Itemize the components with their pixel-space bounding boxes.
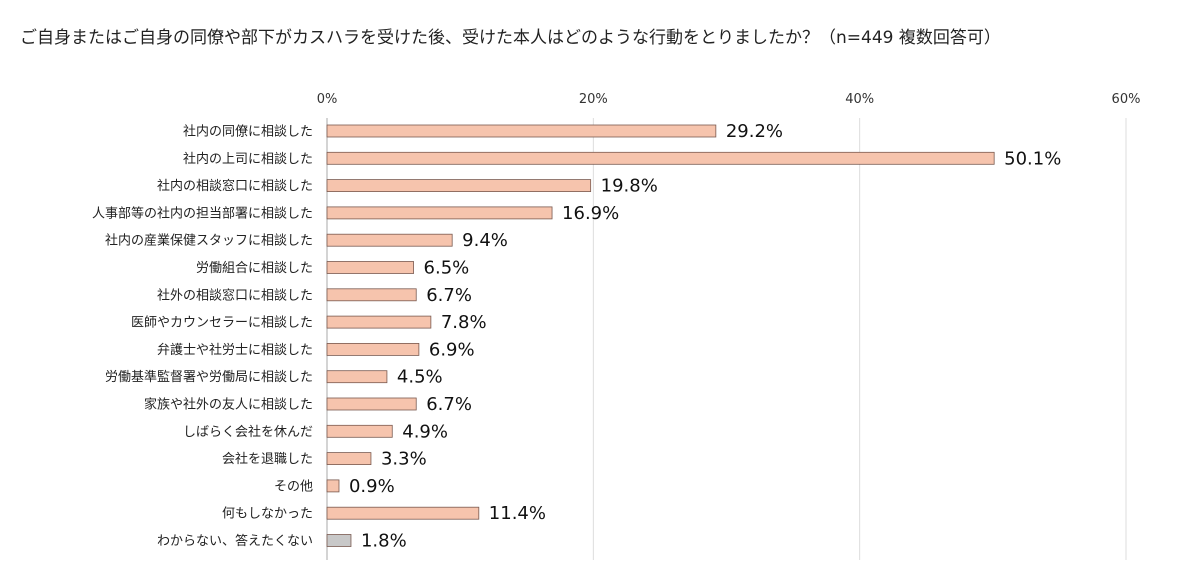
- data-label: 4.9%: [402, 421, 448, 442]
- category-label: 社内の相談窓口に相談した: [157, 178, 313, 194]
- bar: [326, 124, 717, 138]
- bar: [326, 233, 453, 247]
- data-label: 19.8%: [601, 176, 658, 197]
- category-label: 人事部等の社内の担当部署に相談した: [92, 205, 313, 221]
- chart-title: ご自身またはご自身の同僚や部下がカスハラを受けた後、受けた本人はどのような行動を…: [20, 28, 1001, 48]
- bar: [326, 342, 420, 356]
- category-label: 何もしなかった: [222, 506, 313, 522]
- x-tick-label: 20%: [579, 92, 608, 107]
- bar: [326, 288, 417, 302]
- category-label: 会社を退職した: [222, 451, 313, 467]
- data-label: 4.5%: [397, 367, 443, 388]
- bar: [326, 206, 553, 220]
- category-label: 家族や社外の友人に相談した: [144, 397, 313, 413]
- data-label: 6.5%: [424, 258, 470, 279]
- bar: [326, 261, 414, 274]
- bar: [326, 179, 592, 193]
- category-label: 社内の産業保健スタッフに相談した: [105, 233, 313, 249]
- bar: [326, 534, 352, 547]
- bars: [326, 124, 995, 547]
- bar: [326, 370, 388, 384]
- category-label: 弁護士や社労士に相談した: [157, 342, 313, 358]
- category-label: その他: [274, 479, 313, 494]
- x-tick-label: 60%: [1112, 92, 1141, 107]
- bar: [326, 151, 995, 165]
- data-label: 11.4%: [489, 503, 546, 524]
- data-label: 3.3%: [381, 449, 427, 470]
- data-label: 1.8%: [361, 531, 407, 552]
- data-label: 16.9%: [562, 203, 619, 224]
- category-label: 労働基準監督署や労働局に相談した: [105, 369, 313, 385]
- bar: [326, 397, 417, 411]
- bar: [326, 424, 393, 438]
- category-label: しばらく会社を休んだ: [183, 424, 313, 440]
- data-label: 50.1%: [1004, 148, 1061, 169]
- bar: [326, 452, 372, 466]
- data-label: 6.7%: [426, 394, 472, 415]
- category-label: 社外の相談窓口に相談した: [157, 287, 313, 303]
- data-label: 0.9%: [349, 476, 395, 497]
- data-label: 6.7%: [426, 285, 472, 306]
- x-tick-label: 0%: [317, 92, 338, 107]
- bar: [326, 479, 340, 493]
- value-labels: 29.2% 50.1% 19.8% 16.9% 9.4% 6.5% 6.7% 7.8% 6.9%…: [349, 121, 1061, 552]
- category-label: 労働組合に相談した: [196, 260, 313, 276]
- category-label: 医師やカウンセラーに相談した: [131, 315, 313, 331]
- data-label: 29.2%: [726, 121, 783, 142]
- data-label: 6.9%: [429, 339, 475, 360]
- bar: [326, 506, 480, 520]
- category-label: 社内の同僚に相談した: [183, 124, 313, 140]
- x-axis-tick-labels: 0% 20% 40% 60%: [317, 92, 1141, 107]
- data-label: 9.4%: [462, 230, 508, 251]
- category-label: 社内の上司に相談した: [183, 151, 313, 167]
- category-labels: 社内の同僚に相談した社内の上司に相談した社内の相談窓口に相談した人事部等の社内の…: [92, 124, 313, 550]
- x-tick-label: 40%: [845, 92, 874, 107]
- category-label: わからない、答えたくない: [157, 533, 313, 549]
- data-label: 7.8%: [441, 312, 487, 333]
- bar: [326, 315, 432, 329]
